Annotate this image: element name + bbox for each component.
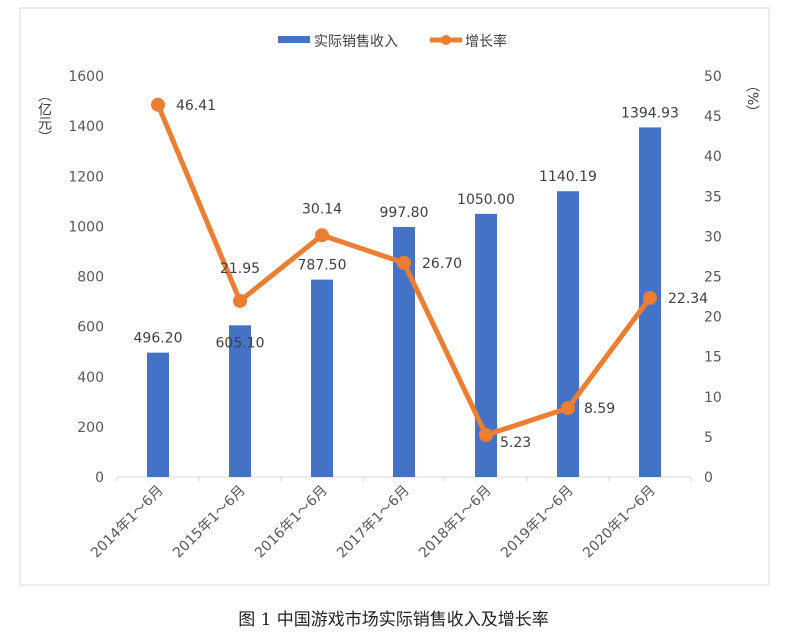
line-data-label: 26.70 [422, 256, 462, 272]
line-marker [151, 97, 165, 112]
bar-data-label: 1394.93 [621, 105, 679, 121]
y-right-tick-label: 10 [704, 390, 722, 406]
y-right-tick-label: 20 [704, 310, 722, 326]
legend-bar-swatch [278, 36, 310, 43]
y-right-tick-label: 35 [704, 189, 722, 205]
y-left-tick-label: 1600 [68, 69, 104, 85]
legend: 实际销售收入 增长率 [278, 33, 507, 50]
bar [147, 352, 169, 477]
line-marker [479, 428, 493, 443]
line-data-label: 21.95 [220, 261, 260, 277]
y-left-tick-label: 0 [95, 470, 104, 486]
y-right-tick-label: 50 [704, 69, 722, 85]
line-data-label: 30.14 [302, 201, 342, 217]
line-marker [315, 228, 329, 243]
line-data-label: 8.59 [584, 401, 615, 417]
y-right-tick-label: 45 [704, 109, 722, 125]
y-right-tick-label: 40 [704, 149, 722, 165]
line-data-label: 5.23 [500, 435, 531, 451]
y-right-tick-label: 25 [704, 270, 722, 286]
legend-line-marker [441, 35, 451, 45]
bar-data-label: 605.10 [216, 335, 265, 351]
line-marker [233, 293, 247, 308]
y-left-tick-label: 1400 [68, 119, 104, 135]
y-left-tick-label: 400 [77, 370, 104, 386]
line-data-label: 22.34 [668, 291, 708, 307]
bar-data-label: 1050.00 [457, 192, 515, 208]
figure-caption: 图 1 中国游戏市场实际销售收入及增长率 [238, 610, 549, 630]
y-left-axis-label: （亿元） [36, 88, 52, 144]
legend-bar-label: 实际销售收入 [314, 34, 398, 50]
y-left-tick-label: 600 [77, 320, 104, 336]
line-data-label: 46.41 [176, 98, 216, 114]
bar-data-label: 496.20 [134, 331, 183, 347]
y-left-tick-label: 800 [77, 270, 104, 286]
bar [229, 325, 251, 477]
line-marker [397, 255, 411, 270]
legend-line-label: 增长率 [465, 33, 507, 50]
bar [475, 213, 497, 477]
line-marker [643, 290, 657, 305]
y-right-tick-label: 5 [704, 430, 713, 446]
y-left-tick-label: 1000 [68, 219, 104, 235]
y-right-tick-label: 30 [704, 229, 722, 245]
y-left-tick-label: 1200 [68, 169, 104, 185]
y-left-tick-label: 200 [77, 420, 104, 436]
bar [393, 226, 415, 477]
line-marker [561, 401, 575, 416]
bar-data-label: 1140.19 [539, 169, 597, 185]
bar [311, 279, 333, 477]
y-right-tick-label: 15 [704, 350, 722, 366]
bar-data-label: 997.80 [380, 205, 429, 221]
y-right-axis-label: （%） [744, 78, 760, 119]
bar-data-label: 787.50 [298, 258, 347, 274]
y-right-tick-label: 0 [704, 470, 713, 486]
bar [557, 191, 579, 478]
